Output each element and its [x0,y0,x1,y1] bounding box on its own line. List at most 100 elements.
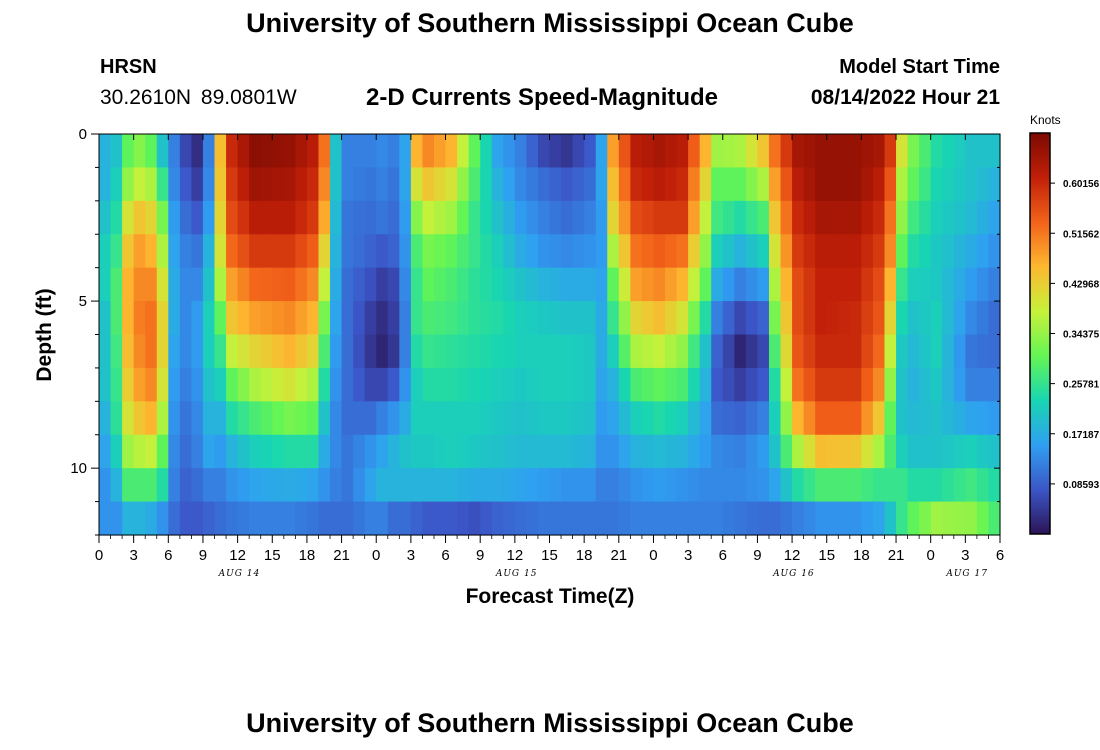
heatmap-cell [988,334,1001,369]
heatmap-cell [572,267,585,302]
heatmap-cell [896,167,909,202]
x-tick-label: 3 [129,547,137,564]
heatmap-cell [306,134,320,169]
heatmap-cell [341,501,354,536]
heatmap-cell [584,234,597,269]
heatmap-cell [907,167,920,202]
heatmap-cell [745,334,759,369]
x-tick-label: 18 [576,547,593,564]
heatmap-cell [896,301,909,336]
heatmap-cell [561,434,574,469]
heatmap-cell [156,167,169,202]
heatmap-cell [953,134,966,169]
heatmap-cell [503,301,516,336]
date-label-aug-16: AUG 16 [773,569,815,579]
heatmap-cell [295,200,308,235]
heatmap-cell [387,334,400,369]
heatmap-cell [641,167,655,202]
heatmap-cell [803,134,816,169]
heatmap-cell [792,501,805,536]
heatmap-cell [815,401,828,436]
heatmap-cell [849,134,862,169]
heatmap-cell [942,334,955,369]
heatmap-cell [537,200,551,235]
heatmap-cell [330,367,343,402]
heatmap-cell [768,134,782,169]
heatmap-cell [457,167,470,202]
heatmap-cell [942,367,955,402]
heatmap-cell [399,401,412,436]
heatmap-cell [803,200,816,235]
heatmap-cell [838,267,851,302]
heatmap-cell [549,401,562,436]
heatmap-cell [260,267,273,302]
heatmap-cell [191,134,204,169]
heatmap-cell [699,234,712,269]
heatmap-cell [942,501,955,536]
heatmap-cell [826,134,839,169]
heatmap-cell [607,301,620,336]
heatmap-cell [318,234,331,269]
heatmap-cell [676,367,689,402]
heatmap-cell [283,401,296,436]
heatmap-cell [318,468,331,503]
heatmap-cell [133,234,146,269]
heatmap-cell [618,200,631,235]
heatmap-cell [537,301,551,336]
heatmap-cell [942,434,955,469]
heatmap-cell [133,367,146,402]
heatmap-cell [572,234,585,269]
heatmap-cell [757,468,770,503]
heatmap-cell [110,367,123,402]
heatmap-cell [422,401,435,436]
heatmap-cell [688,134,701,169]
heatmap-cell [306,267,320,302]
heatmap-cell [457,234,470,269]
heatmap-cell [295,468,308,503]
heatmap-cell [861,200,874,235]
heatmap-cell [965,334,978,369]
heatmap-cell [815,134,828,169]
heatmap-cell [468,468,481,503]
heatmap-cell [815,334,828,369]
heatmap-cell [306,468,320,503]
heatmap-cell [514,501,527,536]
heatmap-cell [399,468,412,503]
x-tick-label: 21 [888,547,905,564]
heatmap-cell [491,401,504,436]
heatmap-cell [595,134,608,169]
heatmap-cell [491,434,504,469]
heatmap-cell [156,367,169,402]
heatmap-cell [249,267,262,302]
colorbar-tick-label: 0.51562 [1063,229,1100,240]
heatmap-cell [792,234,805,269]
heatmap-cell [618,234,631,269]
x-tick-label: 15 [541,547,558,564]
heatmap-cell [988,367,1001,402]
footer-title: University of Southern Mississippi Ocean… [246,708,854,738]
heatmap-cell [422,167,435,202]
heatmap-cell [919,234,932,269]
x-tick-label: 0 [372,547,380,564]
y-axis: 0 5 10 [70,126,1000,536]
heatmap-cell [249,167,262,202]
heatmap-cell [260,401,273,436]
heatmap-cell [376,267,389,302]
heatmap-cell [480,334,493,369]
heatmap-cell [896,401,909,436]
heatmap-cell [688,301,701,336]
heatmap-cell [503,234,516,269]
heatmap-cell [526,267,539,302]
heatmap-cell [953,234,966,269]
heatmap-cell [179,367,193,402]
heatmap-cell [884,468,897,503]
heatmap-cell [572,134,585,169]
heatmap-cell [896,367,909,402]
heatmap-cell [191,468,204,503]
heatmap-cell [930,434,943,469]
heatmap-cell [792,200,805,235]
heatmap-cell [503,200,516,235]
heatmap-cell [757,401,770,436]
heatmap-cell [457,134,470,169]
heatmap-cell [110,200,123,235]
